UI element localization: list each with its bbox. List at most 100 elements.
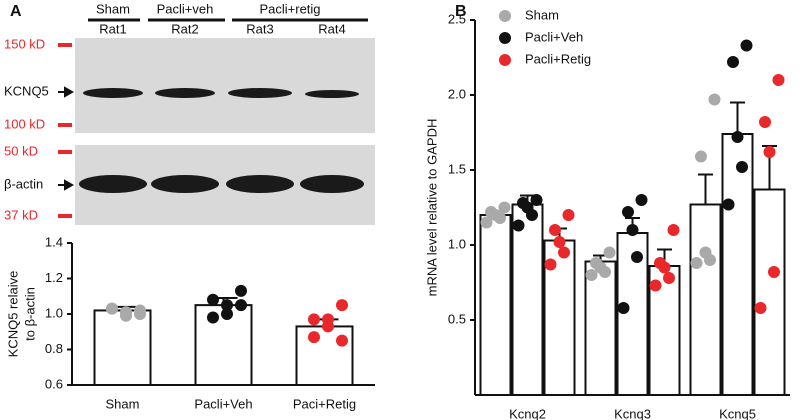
y-tick-label: 1.2 [45,270,63,285]
data-point [120,309,132,322]
data-point [336,334,348,347]
data-point [562,209,575,221]
data-point [690,257,703,269]
band [226,175,294,193]
lane-label: Rat3 [246,21,273,36]
y-tick-label: 0.5 [448,311,466,326]
bar [721,133,754,396]
legend-marker [499,54,511,66]
marker-dashes [58,43,72,218]
marker-label: 37 kD [4,207,38,222]
arrow-head [64,86,75,98]
legend-label: Sham [525,7,559,22]
data-point [480,216,493,229]
y-tick-label: 1.0 [45,305,63,320]
band [79,175,147,193]
data-point [667,224,680,236]
x-tick-label: Kcnq3 [614,406,651,420]
legend-label: Pacli+Veh [525,29,583,44]
data-point [235,299,247,312]
data-point [599,266,611,278]
group-label: Pacli+veh [157,1,214,16]
data-point [622,206,634,218]
data-point [530,194,543,206]
x-tick-label: Kcnq5 [719,406,756,420]
data-point [498,201,511,214]
data-point [558,246,570,259]
data-point [759,116,771,128]
legend-label: Pacli+Retig [525,51,591,66]
data-point [768,266,780,278]
data-point [663,272,675,284]
bar [584,260,617,396]
data-point [772,74,785,86]
data-point [308,331,320,344]
data-point [549,224,561,236]
y-tick-label: 1.4 [45,234,63,249]
data-point [736,161,748,173]
blot-image [75,38,375,133]
data-point [221,308,233,320]
band-label: KCNQ5 [4,83,49,98]
lane-label: Rat1 [99,21,126,36]
data-point [626,224,639,236]
data-point [308,313,320,326]
data-point [207,311,219,324]
bands [79,88,364,193]
bar [689,203,722,396]
data-point [207,293,219,306]
bar [93,309,152,387]
data-point [763,146,776,158]
data-point [603,246,616,259]
marker-label: 100 kD [4,116,45,131]
data-point [553,236,566,248]
data-point [544,258,557,271]
panel-label: A [10,3,22,20]
data-point [695,150,707,163]
data-point [322,320,334,333]
x-tick-label: Sham [106,396,140,411]
x-tick-label: Paci+Retig [293,396,356,411]
data-point [708,93,721,106]
panel-label: B [455,3,467,20]
data-point [704,254,716,266]
legend-marker [499,10,511,22]
data-point [134,304,146,317]
legend-marker [499,32,511,44]
lane-label: Rat2 [171,21,198,36]
band [305,90,359,98]
data-point [235,284,247,297]
x-tick-label: Pacli+Veh [194,396,252,411]
y-tick-label: 1.5 [448,161,466,176]
y-tick-label: 1.0 [448,236,466,251]
arrows [58,86,75,191]
bar [511,203,544,396]
y-axis-label: KCNQ5 relaive [5,271,20,358]
data-point [526,209,538,221]
data-point [731,131,744,143]
data-point [336,299,348,312]
data-point [635,194,648,206]
data-point [585,269,598,281]
band [155,88,215,98]
y-tick-label: 0.8 [45,341,63,356]
data-point [494,212,506,224]
y-tick-label: 2.0 [448,86,466,101]
group-label: Pacli+retig [259,1,320,16]
band [300,175,364,193]
data-point [727,56,739,68]
band [228,88,292,98]
data-point [740,39,753,52]
data-point [106,302,118,315]
y-axis-label: to β-actin [22,287,37,341]
band-label: β-actin [4,176,43,191]
data-point [658,261,671,274]
y-tick-label: 2.5 [448,11,466,26]
group-label: Sham [96,1,130,16]
data-point [722,198,735,211]
y-axis-label: mRNA level relative to GAPDH [424,119,439,297]
marker-label: 50 kD [4,143,38,158]
data-point [617,302,630,314]
marker-label: 150 kD [4,36,45,51]
